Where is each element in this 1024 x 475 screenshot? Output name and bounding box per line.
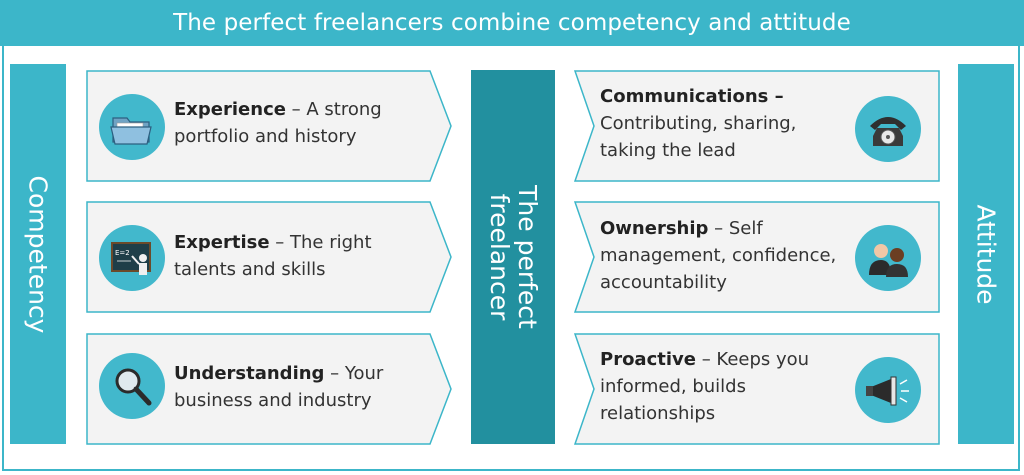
card-shape	[86, 333, 452, 445]
svg-text:E=2: E=2	[115, 249, 130, 257]
card-description: – A strong portfolio and history	[174, 99, 382, 147]
center-label: The perfect freelancer	[485, 185, 543, 329]
megaphone-icon	[855, 357, 921, 423]
card-shape	[86, 201, 452, 313]
page-title: The perfect freelancers combine competen…	[173, 10, 851, 36]
card-experience: Experience – A strong portfolio and hist…	[86, 70, 452, 182]
title-banner: The perfect freelancers combine competen…	[0, 0, 1024, 46]
card-shape	[574, 70, 940, 182]
card-text: Expertise – The right talents and skills	[174, 229, 389, 283]
competency-label: Competency	[23, 175, 53, 333]
card-description: – Your business and industry	[174, 363, 384, 411]
card-title: Communications –	[600, 86, 784, 107]
card-shape	[574, 201, 940, 313]
card-shape	[574, 333, 940, 445]
folder-icon	[99, 94, 165, 160]
attitude-label: Attitude	[971, 203, 1001, 305]
card-description: – Self management, confidence, accountab…	[600, 218, 837, 293]
card-ownership: Ownership – Self management, confidence,…	[574, 201, 940, 313]
card-title: Expertise	[174, 232, 270, 253]
card-description: Contributing, sharing, taking the lead	[600, 113, 797, 161]
telephone-icon	[855, 96, 921, 162]
card-understanding: Understanding – Your business and indust…	[86, 333, 452, 445]
card-proactive: Proactive – Keeps you informed, builds r…	[574, 333, 940, 445]
card-title: Ownership	[600, 218, 709, 239]
competency-bar: Competency	[10, 64, 66, 444]
card-title: Proactive	[600, 349, 696, 370]
card-text: Ownership – Self management, confidence,…	[600, 215, 858, 296]
teacher-blackboard-icon: E=2	[99, 225, 165, 291]
card-text: Experience – A strong portfolio and hist…	[174, 96, 384, 150]
attitude-bar: Attitude	[958, 64, 1014, 444]
center-bar: The perfect freelancer	[471, 70, 555, 444]
card-expertise: E=2 Expertise – The right talents and sk…	[86, 201, 452, 313]
card-description: – Keeps you informed, builds relationshi…	[600, 349, 810, 424]
card-shape	[86, 70, 452, 182]
center-label-line-1: The perfect	[513, 185, 543, 329]
magnifier-icon	[99, 353, 165, 419]
card-title: Experience	[174, 99, 286, 120]
card-text: Understanding – Your business and indust…	[174, 360, 399, 414]
card-title: Understanding	[174, 363, 325, 384]
card-text: Proactive – Keeps you informed, builds r…	[600, 346, 848, 427]
card-description: – The right talents and skills	[174, 232, 372, 280]
center-label-line-2: freelancer	[485, 193, 515, 321]
people-icon	[855, 225, 921, 291]
card-text: Communications – Contributing, sharing, …	[600, 83, 850, 164]
card-communications: Communications – Contributing, sharing, …	[574, 70, 940, 182]
